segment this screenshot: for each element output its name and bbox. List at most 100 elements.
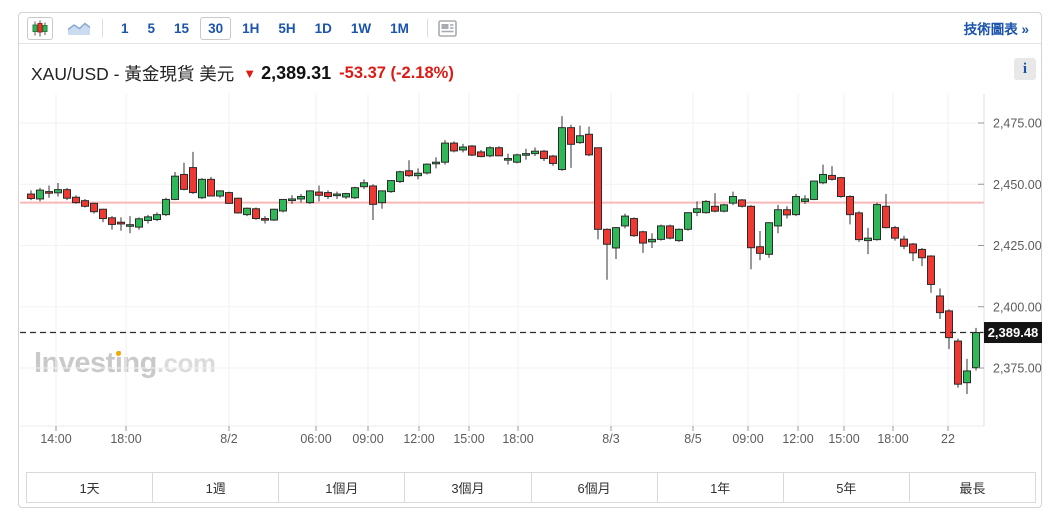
candle (666, 224, 674, 240)
candle (108, 216, 116, 230)
y-axis-tick-label: 2,400.00 (993, 300, 1042, 314)
candle (216, 190, 224, 198)
range-button-1[interactable]: 1週 (153, 473, 280, 502)
candle (135, 217, 143, 230)
candle (279, 198, 287, 213)
candle (477, 149, 485, 158)
candle (558, 116, 566, 171)
range-selector: 1天 1週 1個月 3個月 6個月 1年 5年 最長 (26, 472, 1036, 503)
candle (27, 190, 35, 201)
instrument-header: XAU/USD - 黃金現貨 美元 ▼ 2,389.31 -53.37 (-2.… (31, 56, 454, 90)
candle (900, 235, 908, 250)
timeframe-1w[interactable]: 1W (343, 17, 379, 40)
candle (846, 195, 854, 225)
y-axis-tick-label: 2,375.00 (993, 362, 1042, 376)
x-axis-tick-label: 12:00 (403, 432, 434, 446)
timeframe-1d[interactable]: 1D (307, 17, 340, 40)
news-layout-icon[interactable] (437, 19, 457, 37)
candle (198, 178, 206, 199)
candle (684, 212, 692, 231)
candle (504, 153, 512, 165)
area-chart-icon[interactable] (66, 16, 92, 40)
info-icon[interactable]: i (1014, 58, 1036, 80)
price-change: -53.37 (-2.18%) (339, 63, 454, 82)
candle (828, 166, 836, 181)
candle (882, 194, 890, 229)
range-button-4[interactable]: 6個月 (532, 473, 658, 502)
watermark-text: Invest (34, 347, 115, 379)
candle (270, 208, 278, 221)
candle (396, 170, 404, 184)
candle (441, 140, 449, 165)
timeframe-5h[interactable]: 5H (270, 17, 303, 40)
candle (99, 208, 107, 223)
candle (378, 190, 386, 209)
range-button-6[interactable]: 5年 (784, 473, 910, 502)
price-chart-canvas[interactable]: 2,475.00 2,450.00 2,425.00 2,400.00 2,375.00… (20, 94, 1042, 456)
timeframe-30[interactable]: 30 (200, 16, 232, 40)
x-axis-tick-label: 12:00 (782, 432, 813, 446)
candle (783, 206, 791, 219)
candle (747, 205, 755, 270)
candle (81, 198, 89, 208)
candle (387, 180, 395, 193)
candle (774, 204, 782, 234)
range-button-3[interactable]: 3個月 (405, 473, 532, 502)
candle (756, 231, 764, 261)
candle (54, 183, 62, 197)
candle (315, 185, 323, 202)
instrument-name: XAU/USD - 黃金現貨 美元 (31, 63, 235, 84)
candle (549, 154, 557, 166)
candle (306, 190, 314, 204)
range-button-0[interactable]: 1天 (27, 473, 154, 502)
range-button-5[interactable]: 1年 (658, 473, 784, 502)
y-axis-tick-label: 2,425.00 (993, 239, 1042, 253)
watermark-dotted-i: i (114, 347, 123, 379)
candle (630, 217, 638, 237)
candle (153, 212, 161, 221)
candle (801, 195, 809, 204)
y-axis-labels: 2,475.00 2,450.00 2,425.00 2,400.00 2,375.00 (978, 117, 1042, 376)
timeframe-buttons: 1 5 15 30 1H 5H 1D 1W 1M (113, 16, 417, 40)
watermark-com: .com (156, 348, 216, 378)
axes (20, 94, 985, 427)
range-button-2[interactable]: 1個月 (279, 473, 406, 502)
timeframe-15[interactable]: 15 (166, 17, 197, 40)
x-axis-tick-label: 8/5 (684, 432, 701, 446)
x-axis-tick-label: 8/2 (220, 432, 237, 446)
range-button-7[interactable]: 最長 (910, 473, 1035, 502)
x-axis-tick-label: 22 (941, 432, 955, 446)
candle (189, 151, 197, 195)
investing-watermark: Investing.com (34, 347, 216, 380)
candle (126, 216, 134, 234)
candle (873, 202, 881, 241)
candle (333, 191, 341, 199)
x-axis-labels: 14:00 18:00 8/2 06:00 09:00 12:00 15:00 18:00 8/… (40, 426, 955, 446)
candle (567, 124, 575, 168)
timeframe-5[interactable]: 5 (140, 17, 164, 40)
x-axis-tick-label: 15:00 (453, 432, 484, 446)
candlestick-chart-icon[interactable] (27, 16, 53, 40)
candle (432, 157, 440, 169)
y-axis-tick-label: 2,450.00 (993, 178, 1042, 192)
candles (27, 116, 980, 394)
candle (225, 191, 233, 204)
candle (369, 184, 377, 221)
candle (261, 216, 269, 224)
svg-text:2,389.48: 2,389.48 (988, 325, 1039, 340)
candle (90, 202, 98, 214)
candle (450, 141, 458, 153)
candle (909, 243, 917, 262)
candle (207, 176, 215, 197)
candle (855, 211, 863, 242)
toolbar-divider (102, 19, 103, 37)
timeframe-1m[interactable]: 1M (382, 17, 417, 40)
technical-chart-link[interactable]: 技術圖表 » (963, 22, 1029, 37)
candle (351, 186, 359, 199)
candle (531, 147, 539, 157)
candle (936, 288, 944, 319)
timeframe-1h[interactable]: 1H (234, 17, 267, 40)
timeframe-1[interactable]: 1 (113, 17, 137, 40)
x-axis-tick-label: 18:00 (110, 432, 141, 446)
price-down-arrow-icon: ▼ (243, 65, 257, 81)
